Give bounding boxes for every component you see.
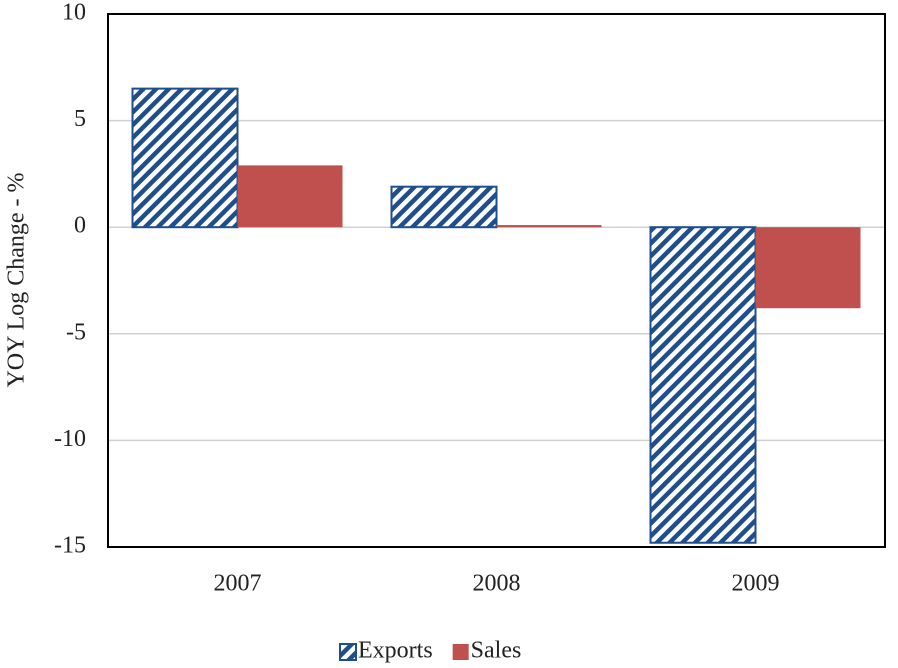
x-tick-label: 2008	[473, 571, 521, 597]
bar	[755, 227, 861, 309]
legend-label: Sales	[471, 638, 522, 664]
bar	[649, 226, 757, 544]
y-tick-label: 10	[62, 0, 86, 26]
y-tick-label: -10	[54, 426, 86, 452]
legend-swatch	[452, 644, 469, 660]
y-tick-label: 0	[74, 213, 86, 239]
x-tick-label: 2007	[214, 571, 262, 597]
y-tick-label: -15	[54, 533, 86, 559]
bar	[131, 87, 239, 229]
y-tick-label: 5	[74, 106, 86, 132]
y-axis-label: YOY Log Change - %	[4, 172, 30, 387]
bar	[390, 185, 498, 229]
plot-frame	[107, 13, 886, 548]
bar	[496, 225, 602, 228]
x-tick-label: 2009	[732, 571, 780, 597]
legend-label: Exports	[358, 638, 433, 664]
y-tick-label: -5	[66, 319, 86, 345]
bar	[237, 165, 343, 228]
legend-swatch	[339, 643, 357, 661]
